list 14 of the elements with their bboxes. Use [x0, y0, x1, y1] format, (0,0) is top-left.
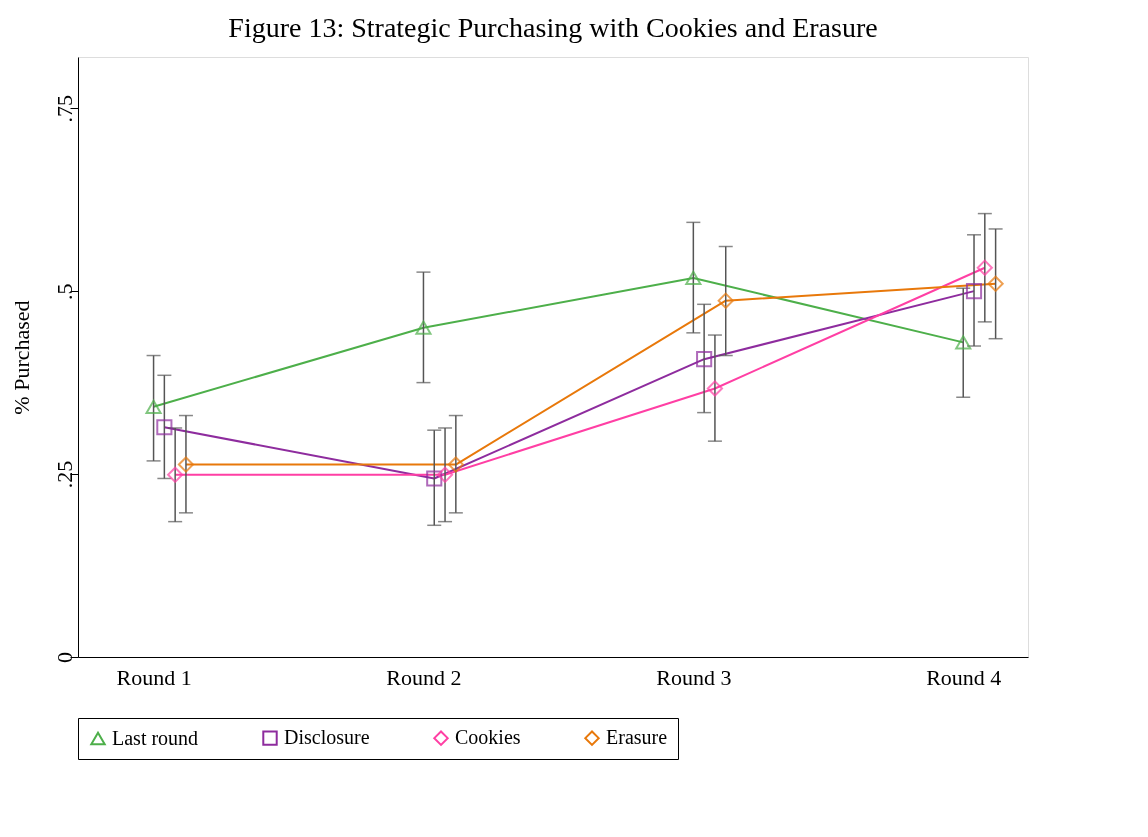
x-tick-label: Round 3 — [656, 664, 732, 690]
x-tick-label: Round 1 — [116, 664, 192, 690]
legend-label: Cookies — [455, 726, 521, 749]
y-tick-label: .25 — [51, 460, 77, 489]
legend-label: Disclosure — [284, 726, 370, 749]
legend-label: Last round — [112, 726, 199, 749]
y-tick-label: .5 — [51, 283, 77, 300]
y-tick-label: 0 — [51, 652, 77, 663]
chart-title: Figure 13: Strategic Purchasing with Cookies and Erasure — [228, 12, 878, 43]
legend-label: Erasure — [606, 726, 668, 749]
y-tick-label: .75 — [51, 94, 77, 123]
x-tick-label: Round 2 — [386, 664, 462, 690]
y-axis-title: % Purchased — [8, 300, 34, 415]
x-tick-label: Round 4 — [926, 664, 1002, 690]
